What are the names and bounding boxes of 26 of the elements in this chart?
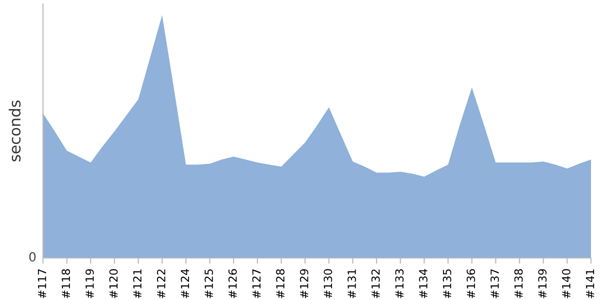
x-tick-label: #132 [371, 270, 380, 298]
x-tick-label: #136 [466, 269, 476, 298]
x-tick-label: #135 [442, 269, 452, 298]
text: 0 [29, 252, 36, 262]
x-tick-label: #122 [156, 270, 166, 298]
x-tick-label: #119 [85, 269, 94, 298]
x-tick-label: #127 [252, 269, 260, 298]
x-tick-label: #138 [514, 269, 523, 298]
x-tick-label: #130 [324, 269, 332, 298]
x-tick-label: #126 [228, 269, 237, 298]
x-tick-label: #121 [133, 269, 142, 298]
x-tick-label: #124 [180, 269, 190, 298]
x-tick-label: #117 [38, 269, 46, 298]
x-tick-label: #141 [586, 269, 594, 298]
x-tick-label: #125 [204, 269, 214, 298]
x-tick-label: #128 [276, 269, 284, 298]
x-tick-label: #120 [109, 269, 118, 298]
x-tick-label: #137 [490, 269, 499, 298]
x-tick-label: #134 [419, 269, 428, 298]
x-tick-label: #131 [348, 269, 356, 298]
x-tick-label: #129 [300, 269, 308, 298]
x-tick-label: #133 [395, 269, 404, 298]
x-tick-label: #139 [538, 269, 547, 298]
x-tick-label: #140 [562, 269, 570, 298]
x-tick-label: #118 [62, 269, 70, 298]
y-axis-title: seconds [8, 100, 21, 162]
